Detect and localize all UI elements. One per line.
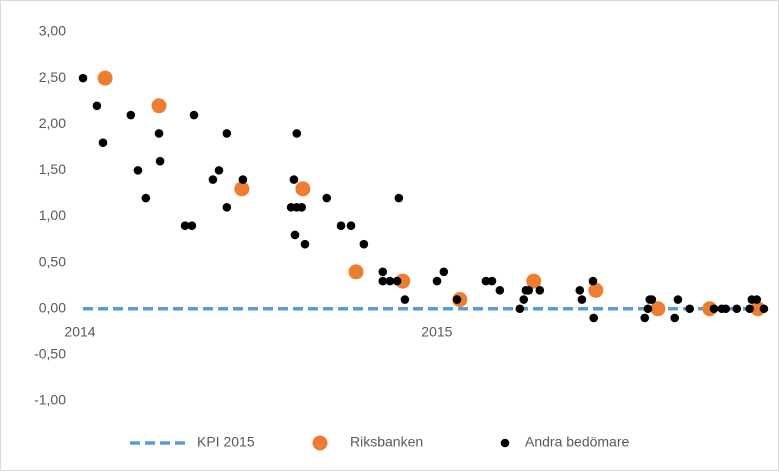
point (439, 267, 449, 277)
point (289, 175, 299, 184)
point (154, 129, 164, 138)
y-tick-label: 2,00 (39, 115, 66, 131)
point (750, 301, 766, 317)
y-tick-label: 2,50 (39, 69, 66, 85)
point (589, 313, 598, 323)
point (709, 304, 719, 314)
point (78, 73, 88, 83)
y-tick-label: 0,00 (39, 299, 66, 315)
point (222, 129, 232, 138)
point (300, 239, 310, 249)
point (378, 267, 388, 277)
point (208, 175, 218, 184)
point (359, 239, 369, 249)
y-tick-label: 1,00 (39, 207, 66, 223)
legend-label: Andra bedömare (525, 434, 630, 450)
point (752, 295, 762, 304)
point (378, 276, 388, 286)
point (732, 304, 742, 314)
point (385, 276, 395, 286)
point (524, 286, 534, 295)
point (98, 138, 108, 147)
legend-swatch (312, 435, 328, 451)
point (577, 295, 587, 304)
x-tick-label: 2015 (421, 323, 452, 339)
point (295, 181, 311, 197)
y-tick-label: 0,50 (39, 253, 66, 269)
point (575, 286, 585, 295)
point (721, 304, 731, 314)
point (214, 166, 224, 175)
point (650, 301, 666, 317)
point (670, 313, 680, 323)
point (487, 276, 497, 286)
point (322, 193, 332, 203)
point (452, 295, 462, 304)
point (126, 110, 136, 120)
point (346, 221, 356, 231)
point (526, 273, 542, 289)
point (673, 295, 683, 304)
point (394, 193, 404, 203)
point (133, 166, 143, 175)
point (535, 286, 545, 295)
point (759, 304, 769, 314)
point (519, 295, 529, 304)
point (151, 98, 167, 114)
point (640, 313, 650, 323)
point (222, 202, 232, 212)
point (238, 175, 248, 184)
point (180, 221, 190, 231)
point (155, 156, 165, 166)
point (348, 264, 364, 280)
point (745, 304, 754, 314)
point (141, 193, 151, 203)
y-tick-label: 1,50 (39, 161, 66, 177)
point (297, 202, 307, 212)
point (292, 129, 302, 138)
point (495, 286, 505, 295)
point (481, 276, 491, 286)
legend-label: KPI 2015 (197, 434, 255, 450)
x-tick-label: 2014 (64, 323, 95, 339)
point (685, 304, 695, 314)
point (187, 221, 197, 231)
point (336, 221, 346, 231)
point (588, 282, 604, 298)
y-tick-label: -1,00 (34, 392, 66, 408)
point (97, 70, 113, 86)
y-tick-label: -0,50 (34, 346, 66, 362)
point (588, 276, 598, 286)
point (234, 181, 250, 197)
legend-label: Riksbanken (350, 434, 423, 450)
point (290, 230, 300, 240)
point (189, 110, 199, 120)
point (515, 304, 525, 314)
point (647, 295, 657, 304)
point (400, 295, 410, 304)
point (92, 101, 102, 111)
legend-swatch (500, 438, 510, 448)
point (643, 304, 653, 314)
point (392, 276, 402, 286)
y-tick-label: 3,00 (39, 23, 66, 39)
point (432, 276, 442, 286)
